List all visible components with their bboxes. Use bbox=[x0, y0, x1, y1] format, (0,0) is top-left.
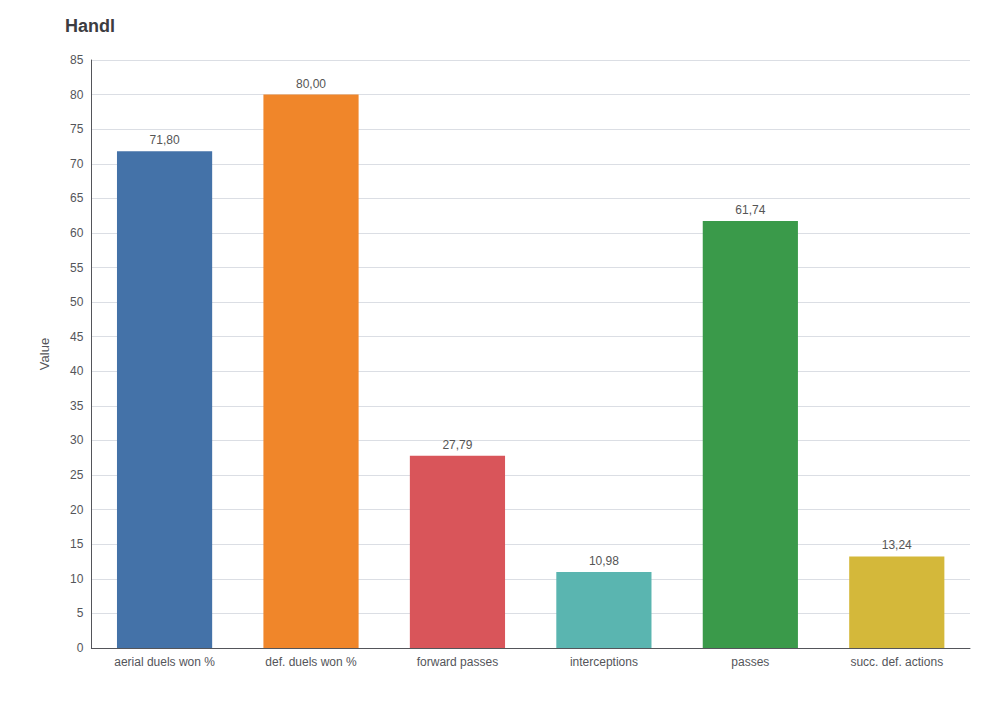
svg-text:61,74: 61,74 bbox=[735, 203, 765, 217]
svg-text:40: 40 bbox=[70, 364, 84, 378]
svg-text:10,98: 10,98 bbox=[589, 554, 619, 568]
svg-text:25: 25 bbox=[70, 468, 84, 482]
svg-text:5: 5 bbox=[77, 606, 84, 620]
svg-text:65: 65 bbox=[70, 191, 84, 205]
svg-text:10: 10 bbox=[70, 572, 84, 586]
svg-text:75: 75 bbox=[70, 122, 84, 136]
svg-text:35: 35 bbox=[70, 399, 84, 413]
svg-text:27,79: 27,79 bbox=[442, 438, 472, 452]
svg-text:85: 85 bbox=[70, 53, 84, 67]
svg-text:45: 45 bbox=[70, 330, 84, 344]
svg-text:aerial duels won %: aerial duels won % bbox=[114, 655, 215, 669]
svg-text:Value: Value bbox=[37, 338, 52, 370]
svg-text:passes: passes bbox=[731, 655, 769, 669]
svg-text:def. duels won %: def. duels won % bbox=[265, 655, 357, 669]
svg-text:forward passes: forward passes bbox=[417, 655, 498, 669]
svg-text:60: 60 bbox=[70, 226, 84, 240]
svg-text:80,00: 80,00 bbox=[296, 77, 326, 91]
svg-text:Handl: Handl bbox=[65, 16, 115, 36]
svg-text:20: 20 bbox=[70, 503, 84, 517]
svg-text:55: 55 bbox=[70, 261, 84, 275]
svg-text:15: 15 bbox=[70, 537, 84, 551]
svg-text:13,24: 13,24 bbox=[882, 538, 912, 552]
svg-text:80: 80 bbox=[70, 88, 84, 102]
svg-text:70: 70 bbox=[70, 157, 84, 171]
svg-text:30: 30 bbox=[70, 433, 84, 447]
svg-text:succ. def. actions: succ. def. actions bbox=[850, 655, 943, 669]
svg-text:interceptions: interceptions bbox=[570, 655, 638, 669]
svg-text:50: 50 bbox=[70, 295, 84, 309]
svg-text:71,80: 71,80 bbox=[150, 133, 180, 147]
svg-text:0: 0 bbox=[77, 641, 84, 655]
